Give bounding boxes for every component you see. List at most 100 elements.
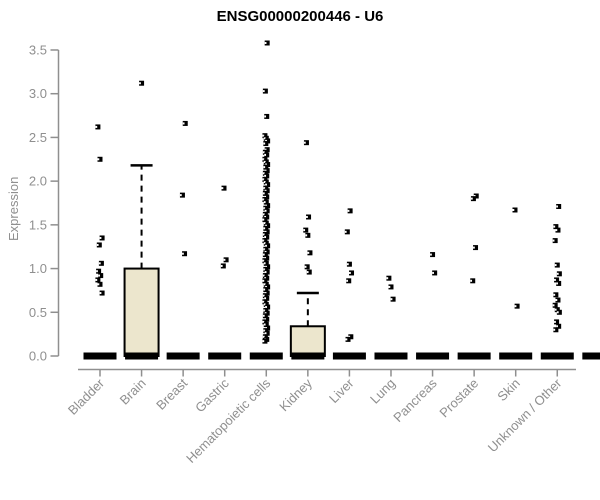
scatter-point xyxy=(430,252,436,258)
scatter-point-notch xyxy=(264,42,267,45)
scatter-point xyxy=(97,156,103,162)
scatter-point-notch xyxy=(512,208,515,211)
scatter-point xyxy=(263,260,269,266)
scatter-point xyxy=(514,303,520,309)
scatter-point xyxy=(346,278,352,284)
y-axis-title: Expression xyxy=(6,176,21,241)
scatter-point xyxy=(262,197,268,203)
scatter-point-notch xyxy=(305,234,308,237)
scatter-point-notch xyxy=(263,309,266,312)
scatter-point xyxy=(262,170,268,176)
scatter-point xyxy=(264,310,270,316)
scatter-point xyxy=(264,234,270,240)
category-prostate xyxy=(457,193,491,360)
scatter-point xyxy=(262,252,268,258)
scatter-point-notch xyxy=(263,187,266,190)
scatter-point xyxy=(179,192,185,198)
scatter-point xyxy=(263,240,269,246)
median-bar xyxy=(166,352,200,360)
x-tick-label: Pancreas xyxy=(390,375,440,425)
scatter-point xyxy=(554,307,560,313)
scatter-point xyxy=(432,270,438,276)
scatter-point xyxy=(263,220,269,226)
median-bar xyxy=(499,352,533,360)
scatter-point-notch xyxy=(344,230,347,233)
scatter-point-notch xyxy=(263,207,266,210)
category-liver xyxy=(332,208,366,360)
scatter-point-notch xyxy=(264,257,267,260)
scatter-point-notch xyxy=(265,224,267,227)
scatter-point-notch xyxy=(388,285,391,288)
scatter-point xyxy=(264,269,270,275)
scatter-point-notch xyxy=(263,262,266,265)
scatter-point xyxy=(262,293,268,299)
scatter-point xyxy=(265,162,271,168)
scatter-point xyxy=(553,292,559,298)
scatter-point-notch xyxy=(262,178,265,181)
scatter-point xyxy=(262,133,268,139)
scatter-point xyxy=(306,269,312,275)
scatter-point xyxy=(265,264,271,270)
scatter-point-notch xyxy=(182,252,184,255)
box xyxy=(289,325,326,358)
scatter-point xyxy=(182,251,188,257)
category-lung xyxy=(374,275,408,360)
category-skin xyxy=(499,207,533,360)
scatter-point-notch xyxy=(99,292,102,295)
scatter-point-notch xyxy=(262,172,265,175)
scatter-point xyxy=(262,299,268,305)
scatter-point xyxy=(265,325,271,331)
y-tick-label: 3.0 xyxy=(29,86,47,101)
scatter-point-notch xyxy=(223,258,226,261)
scatter-point xyxy=(307,250,313,256)
scatter-point-notch xyxy=(303,229,306,232)
scatter-point-notch xyxy=(264,236,267,239)
scatter-point-notch xyxy=(473,246,475,249)
scatter-point-notch xyxy=(347,209,350,212)
scatter-point xyxy=(139,80,145,86)
scatter-point-notch xyxy=(262,233,265,236)
scatter-point-notch xyxy=(553,293,556,296)
scatter-point xyxy=(388,284,394,290)
scatter-point-notch xyxy=(262,134,265,137)
scatter-point xyxy=(265,304,271,310)
scatter-point xyxy=(263,308,269,314)
scatter-point-notch xyxy=(470,197,473,200)
scatter-point xyxy=(556,323,562,329)
scatter-point xyxy=(264,290,270,296)
scatter-point-notch xyxy=(264,332,267,335)
scatter-point xyxy=(98,273,104,279)
scatter-point xyxy=(473,193,479,199)
x-tick-label: Liver xyxy=(326,375,357,406)
scatter-point-notch xyxy=(264,271,267,274)
scatter-point-notch xyxy=(264,169,267,172)
scatter-point-notch xyxy=(556,325,558,328)
scatter-point xyxy=(303,227,309,233)
scatter-point xyxy=(264,194,270,200)
scatter-point xyxy=(348,334,354,340)
scatter-point-notch xyxy=(263,329,266,332)
scatter-point xyxy=(262,190,268,196)
scatter-point xyxy=(264,173,270,179)
scatter-point xyxy=(262,319,268,325)
median-bar xyxy=(374,352,408,360)
scatter-point-notch xyxy=(263,227,266,230)
chart-title: ENSG00000200446 - U6 xyxy=(216,8,384,25)
scatter-point-notch xyxy=(263,201,266,204)
scatter-point xyxy=(554,319,560,325)
scatter-point-notch xyxy=(349,271,351,274)
scatter-point-notch xyxy=(264,215,267,218)
scatter-point xyxy=(264,168,270,174)
scatter-point-notch xyxy=(264,230,267,233)
scatter-point-notch xyxy=(99,236,102,239)
scatter-point-notch xyxy=(263,288,266,291)
median-bar xyxy=(208,352,242,360)
scatter-point-notch xyxy=(346,279,349,282)
scatter-point-notch xyxy=(473,195,476,198)
scatter-point xyxy=(512,207,518,213)
scatter-point xyxy=(473,245,479,251)
scatter-point-notch xyxy=(264,297,267,300)
scatter-point-notch xyxy=(265,163,267,166)
scatter-point-notch xyxy=(263,181,266,184)
